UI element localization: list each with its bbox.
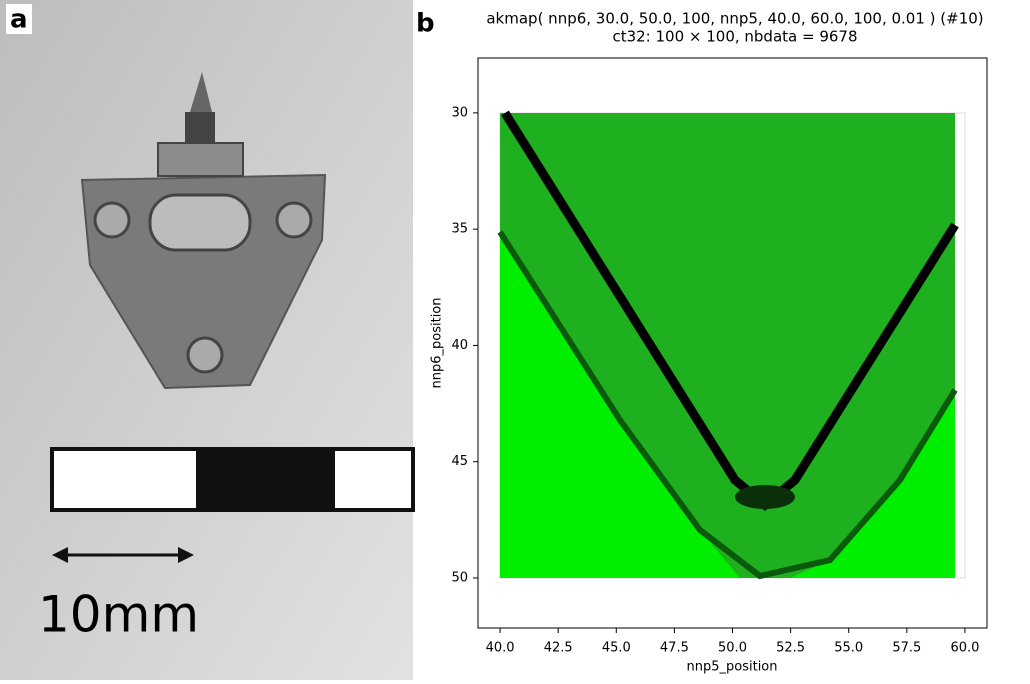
- x-tick-label: 60.0: [950, 641, 979, 656]
- x-tick-label: 57.5: [892, 641, 921, 656]
- x-tick-label: 47.5: [660, 641, 689, 656]
- scale-label: 10mm: [38, 586, 199, 644]
- chart-subtitle: ct32: 100 × 100, nbdata = 9678: [612, 28, 857, 46]
- chart-title: akmap( nnp6, 30.0, 50.0, 100, nnp5, 40.0…: [486, 10, 983, 28]
- x-axis-label: nnp5_position: [687, 660, 778, 675]
- heatmap-image: [497, 110, 966, 580]
- panel-label: b: [416, 9, 435, 39]
- photo: 10mm a: [0, 0, 415, 680]
- x-tick-label: 40.0: [486, 641, 515, 656]
- x-tick-label: 55.0: [834, 641, 863, 656]
- y-tick-label: 45: [451, 454, 468, 469]
- x-tick-label: 52.5: [776, 641, 805, 656]
- y-axis-label: nnp6_position: [430, 298, 445, 389]
- y-tick-label: 50: [451, 571, 468, 586]
- y-tick-label: 35: [451, 222, 468, 237]
- x-tick-label: 50.0: [718, 641, 747, 656]
- y-tick-label: 30: [451, 105, 468, 120]
- y-tick-label: 40: [451, 338, 468, 353]
- x-tick-label: 45.0: [602, 641, 631, 656]
- x-tick-label: 42.5: [544, 641, 573, 656]
- panel-label: a: [10, 5, 28, 35]
